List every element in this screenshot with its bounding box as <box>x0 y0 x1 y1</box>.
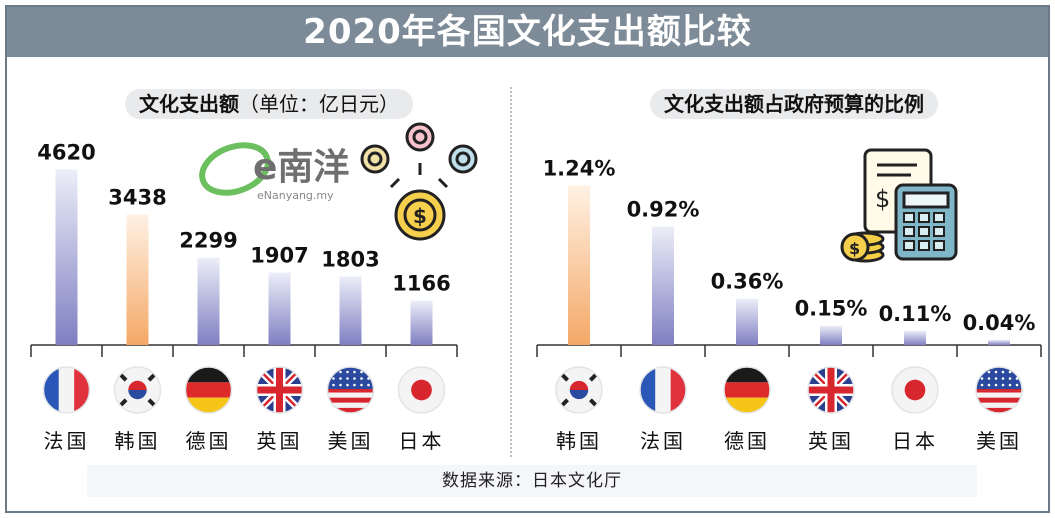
bar-英国 <box>820 325 842 345</box>
germany-flag-icon <box>723 366 771 414</box>
value-label-德国: 0.36% <box>711 270 784 294</box>
charts-canvas: e南洋 eNanyang.my $ $ <box>30 122 1042 453</box>
bar-日本 <box>904 330 926 345</box>
left-chart-title-pill: 文化支出额（单位：亿日元） <box>125 89 413 119</box>
bar-美国 <box>988 339 1010 345</box>
category-label-法国: 法国 <box>44 429 90 453</box>
uk-flag-icon <box>807 366 855 414</box>
value-label-法国: 0.92% <box>627 198 700 222</box>
value-label-日本: 0.11% <box>879 302 952 326</box>
value-label-英国: 1907 <box>250 244 308 268</box>
korea-flag-icon <box>555 366 603 414</box>
bar-韩国 <box>126 214 149 345</box>
bar-德国 <box>736 298 758 345</box>
korea-flag-icon <box>113 366 162 414</box>
usa-flag-icon <box>975 366 1023 414</box>
value-label-日本: 1166 <box>392 272 450 296</box>
svg-text:$: $ <box>875 185 890 213</box>
source-note: 数据来源：日本文化厅 <box>87 465 977 497</box>
right-chart-title: 文化支出额占政府预算的比例 <box>664 92 924 116</box>
value-label-英国: 0.15% <box>795 297 868 321</box>
logo-subtext: eNanyang.my <box>257 189 334 202</box>
bar-法国 <box>55 169 78 345</box>
money-exchange-icon: $ <box>360 122 478 241</box>
value-label-美国: 1803 <box>321 247 379 271</box>
svg-text:$: $ <box>413 204 427 228</box>
category-label-美国: 美国 <box>328 429 374 453</box>
value-label-德国: 2299 <box>179 229 237 253</box>
category-label-日本: 日本 <box>399 429 445 453</box>
bar-韩国 <box>568 185 590 345</box>
left-chart-title: 文化支出额 <box>139 92 239 116</box>
germany-flag-icon <box>184 366 233 414</box>
svg-text:$: $ <box>849 239 860 258</box>
value-label-美国: 0.04% <box>963 311 1036 335</box>
japan-flag-icon <box>397 366 446 414</box>
calculator-coins-icon: $ $ <box>840 148 958 263</box>
value-label-法国: 4620 <box>37 140 95 164</box>
panel-divider <box>510 87 512 457</box>
value-label-韩国: 1.24% <box>543 157 616 181</box>
logo-text: e南洋 <box>253 147 349 188</box>
enanyang-logo: e南洋 eNanyang.my <box>199 142 349 202</box>
chart-0: 4620 法国 3438 韩国 2299 德国 1907 英国 1803 美国 1166 日本 <box>30 140 458 453</box>
bar-日本 <box>410 300 433 345</box>
category-label-美国: 美国 <box>976 429 1022 453</box>
uk-flag-icon <box>255 366 304 414</box>
france-flag-icon <box>42 366 91 414</box>
left-chart-unit: （单位：亿日元） <box>239 92 399 116</box>
category-label-法国: 法国 <box>640 429 686 453</box>
chart-1: 1.24% 韩国 0.92% 法国 0.36% 德国 0.15% 英国 0.11% 日本 0.04%… <box>536 157 1042 453</box>
category-label-德国: 德国 <box>724 429 770 453</box>
france-flag-icon <box>639 366 687 414</box>
infographic-frame: 2020年各国文化支出额比较 文化支出额（单位：亿日元） 文化支出额占政府预算的… <box>5 5 1050 513</box>
category-label-德国: 德国 <box>186 429 232 453</box>
right-chart-title-pill: 文化支出额占政府预算的比例 <box>650 89 938 119</box>
japan-flag-icon <box>891 366 939 414</box>
category-label-韩国: 韩国 <box>115 429 161 453</box>
bar-英国 <box>268 272 291 345</box>
page-title: 2020年各国文化支出额比较 <box>7 7 1048 57</box>
category-label-韩国: 韩国 <box>556 429 602 453</box>
usa-flag-icon <box>326 366 375 414</box>
bar-德国 <box>197 257 220 345</box>
bar-法国 <box>652 226 674 345</box>
value-label-韩国: 3438 <box>108 185 166 209</box>
category-label-英国: 英国 <box>257 429 303 453</box>
bar-美国 <box>339 276 362 345</box>
category-label-英国: 英国 <box>808 429 854 453</box>
category-label-日本: 日本 <box>892 429 938 453</box>
